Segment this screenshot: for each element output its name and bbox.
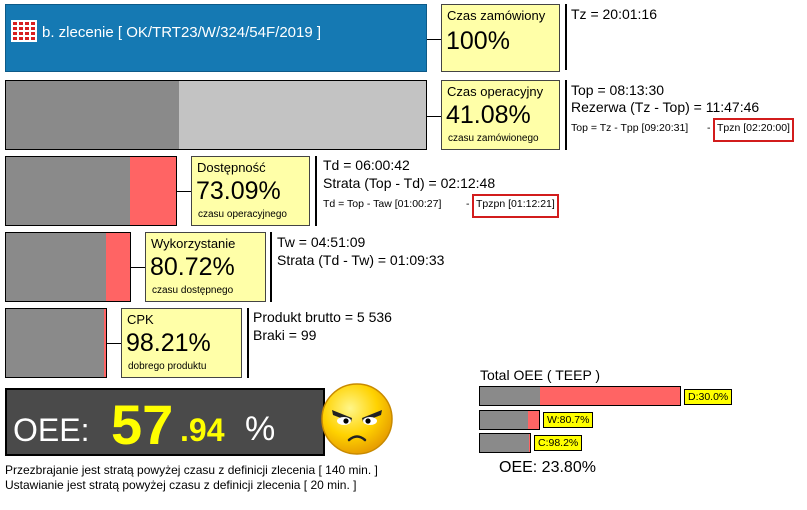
teep-title: Total OEE ( TEEP ) [480,367,601,383]
tpzn-tag[interactable]: Tpzn [02:20:00] [713,118,794,142]
kpi-box-ordered-time: Czas zamówiony 100% [441,4,560,72]
oee-panel: OEE: 57 .94 % [5,388,325,456]
kpi-sub: dobrego produktu [128,361,207,372]
teep-quality-bar [479,433,531,453]
kpi-box-quality: CPK 98.21% dobrego produktu [121,308,242,378]
kpi-box-availability: Dostępność 73.09% czasu operacyjnego [191,156,310,226]
teep-bar-fill [480,411,528,429]
td-formula: Td = Top - Taw [01:00:27] [323,198,442,210]
dash: - [466,198,470,210]
teep-tag-d: D:30.0% [684,389,733,405]
kpi-box-operating-time: Czas operacyjny 41.08% czasu zamówionego [441,80,560,150]
oee-int: 57 [111,393,174,456]
oee-dec: .94 [180,412,225,448]
oee-label: OEE: [13,412,90,448]
availability-loss: Strata (Top - Td) = 02:12:48 [323,175,496,191]
gross-product: Produkt brutto = 5 536 [253,309,392,325]
kpi-value: 41.08% [446,101,531,129]
defects: Braki = 99 [253,327,317,343]
top-value: Top = 08:13:30 [571,82,665,98]
operating-time-bar [5,80,427,150]
utilization-loss: Strata (Td - Tw) = 01:09:33 [277,252,445,268]
notes: Przezbrajanie jest stratą powyżej czasu … [5,463,378,493]
teep-bar-fill [480,387,540,405]
angry-face-icon [318,380,396,458]
quality-fill [6,309,105,377]
teep-availability-bar [479,386,681,406]
top-formula: Top = Tz - Tpp [09:20:31] [571,122,689,134]
calendar-grid-icon [11,20,37,42]
kpi-value: 80.72% [150,253,235,281]
tpzpn-tag[interactable]: Tpzpn [01:12:21] [472,194,559,218]
dash: - [707,122,711,134]
note-setup: Ustawianie jest stratą powyżej czasu z d… [5,478,357,492]
kpi-label: Dostępność [197,160,266,175]
operating-time-fill [6,81,179,149]
kpi-label: Wykorzystanie [151,236,236,251]
kpi-sub: czasu zamówionego [448,133,539,144]
td-value: Td = 06:00:42 [323,157,410,173]
order-header-bar[interactable]: b. zlecenie [ OK/TRT23/W/324/54F/2019 ] [5,4,427,72]
kpi-label: Czas zamówiony [447,8,546,23]
kpi-value: 98.21% [126,329,211,357]
availability-fill [6,157,131,225]
note-changeover: Przezbrajanie jest stratą powyżej czasu … [5,463,378,477]
kpi-label: Czas operacyjny [447,84,544,99]
utilization-fill [6,233,107,301]
kpi-box-utilization: Wykorzystanie 80.72% czasu dostępnego [145,232,266,302]
order-title: b. zlecenie [ OK/TRT23/W/324/54F/2019 ] [42,24,322,41]
teep-utilization-bar [479,410,540,430]
kpi-sub: czasu dostępnego [152,285,234,296]
ordered-time-value: Tz = 20:01:16 [571,6,658,22]
oee-percent: % [245,410,276,448]
teep-tag-c: C:98.2% [534,435,583,451]
kpi-value: 73.09% [196,177,281,205]
quality-bar [5,308,107,378]
tw-value: Tw = 04:51:09 [277,234,366,250]
kpi-sub: czasu operacyjnego [198,209,287,220]
teep-bar-fill [480,434,530,452]
teep-result: OEE: 23.80% [499,459,596,476]
kpi-label: CPK [127,312,154,327]
availability-bar [5,156,177,226]
utilization-bar [5,232,131,302]
teep-tag-w: W:80.7% [543,412,594,428]
kpi-value: 100% [446,27,510,55]
reserve-value: Rezerwa (Tz - Top) = 11:47:46 [571,99,760,115]
